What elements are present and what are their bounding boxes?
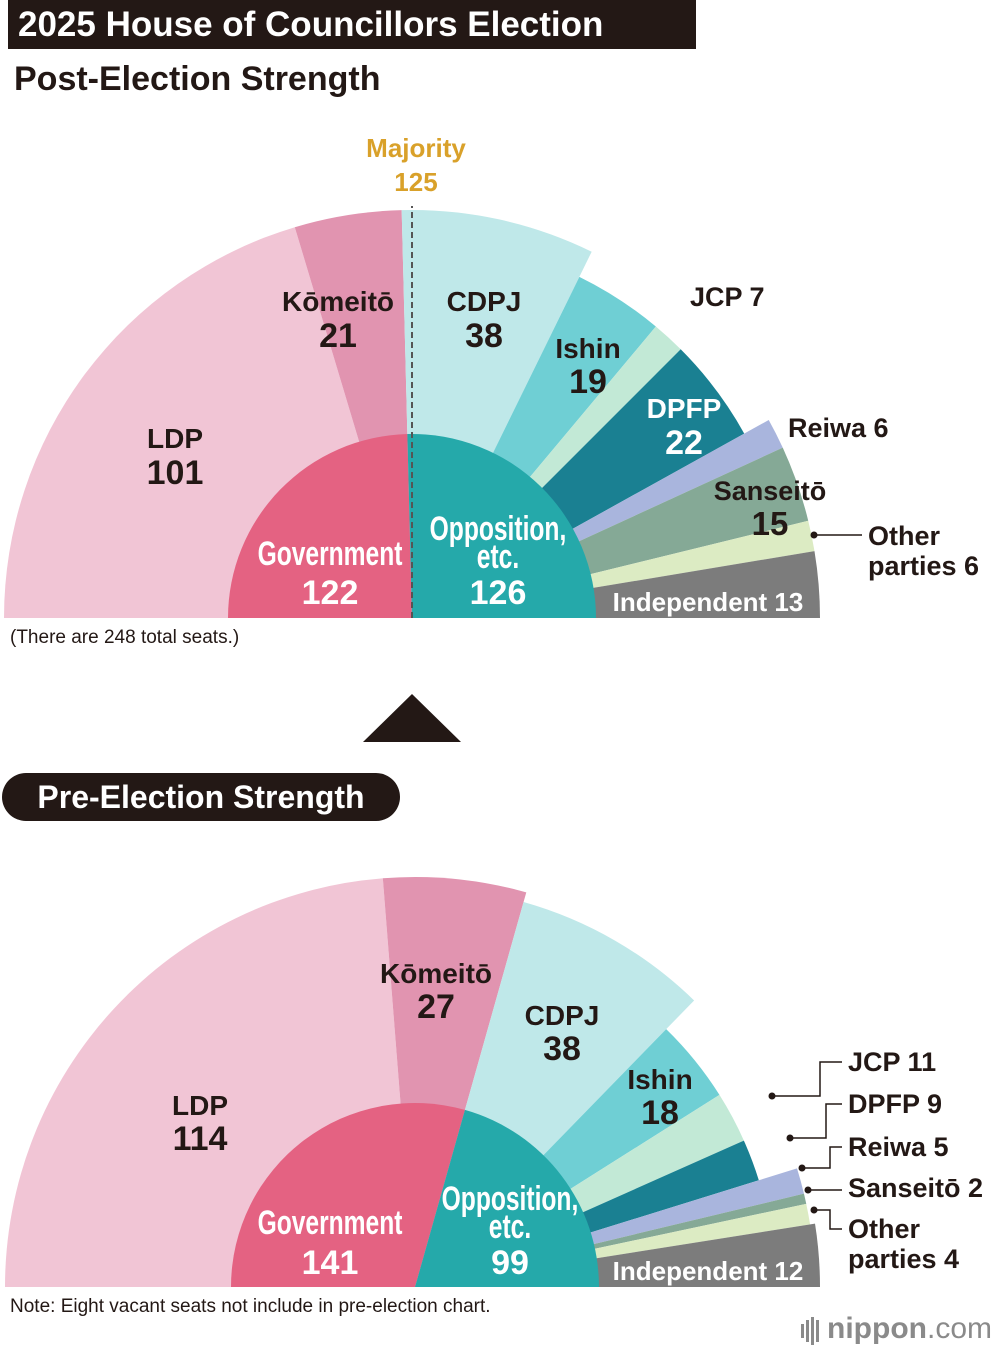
- majority-value: 125: [394, 167, 437, 197]
- nippon-logo: nippon.com: [801, 1312, 992, 1347]
- post-bloc-value-opposition: 126: [470, 574, 527, 612]
- pre-leader-dot-other: [810, 1206, 818, 1214]
- post-label-dpfp: DPFP: [647, 393, 722, 424]
- pre-label-reiwa: Reiwa 5: [848, 1132, 949, 1162]
- pre-leader-other: [814, 1209, 842, 1230]
- post-leader-dot-other: [810, 531, 818, 539]
- main-title: 2025 House of Councillors Election: [8, 0, 696, 49]
- pre-leader-reiwa: [802, 1146, 842, 1169]
- pre-label-cdpj: CDPJ: [525, 1000, 600, 1031]
- pre-bloc-government: [231, 1103, 465, 1287]
- majority-label: Majority: [366, 133, 466, 163]
- pre-label-ldp: LDP: [172, 1090, 228, 1121]
- pre-label-other: Other: [848, 1214, 921, 1244]
- pre-leader-dpfp: [790, 1103, 842, 1139]
- post-election-subtitle: Post-Election Strength: [14, 60, 381, 98]
- pre-leader-dot-jcp: [768, 1092, 776, 1100]
- post-label-sanseito: Sanseitō: [714, 476, 827, 506]
- post-value-sanseito: 15: [752, 505, 789, 542]
- pre-bloc-label2-opposition: etc.: [489, 1208, 531, 1246]
- pre-bloc-opposition: [415, 1109, 599, 1287]
- pre-value-komeito: 27: [417, 988, 455, 1026]
- pre-leader-dot-dpfp: [786, 1134, 794, 1142]
- post-value-dpfp: 22: [665, 424, 703, 462]
- brand-suffix: .com: [926, 1312, 992, 1345]
- post-value-cdpj: 38: [465, 317, 503, 355]
- pre-leader-dot-reiwa: [798, 1164, 806, 1172]
- pre-value-ldp: 114: [173, 1120, 228, 1158]
- post-label-ldp: LDP: [147, 423, 203, 454]
- pre-label-jcp: JCP 11: [848, 1047, 936, 1077]
- post-label2-other: parties 6: [868, 551, 979, 581]
- post-value-ldp: 101: [147, 454, 204, 492]
- post-label-ishin: Ishin: [555, 333, 620, 364]
- post-label-reiwa: Reiwa 6: [788, 413, 889, 443]
- post-bloc-government: [228, 434, 412, 618]
- post-bloc-label-government: Government: [258, 535, 403, 573]
- pre-label-komeito: Kōmeitō: [380, 958, 492, 989]
- post-label-independent: Independent 13: [613, 587, 804, 617]
- pre-value-ishin: 18: [641, 1094, 679, 1132]
- pre-label-independent: Independent 12: [613, 1256, 804, 1286]
- sound-bars-icon: [801, 1313, 821, 1347]
- pre-bloc-label-opposition: Opposition,: [442, 1180, 579, 1218]
- post-label-komeito: Kōmeitō: [282, 286, 394, 317]
- up-arrow-icon: [363, 694, 461, 742]
- pre-label-ishin: Ishin: [627, 1064, 692, 1095]
- pre-label-sanseito: Sanseitō 2: [848, 1173, 983, 1203]
- pre-label2-other: parties 4: [848, 1244, 959, 1274]
- pre-label-dpfp: DPFP 9: [848, 1089, 942, 1119]
- post-bloc-opposition: [407, 434, 596, 618]
- post-value-ishin: 19: [569, 363, 607, 401]
- post-bloc-label-opposition: Opposition,: [430, 510, 567, 548]
- pre-election-title: Pre-Election Strength: [2, 773, 400, 821]
- pre-leader-dot-sanseito: [804, 1186, 812, 1194]
- post-value-komeito: 21: [319, 317, 357, 355]
- vacant-seats-note: Note: Eight vacant seats not include in …: [10, 1296, 491, 1317]
- post-label-other: Other: [868, 521, 941, 551]
- pre-value-cdpj: 38: [543, 1030, 581, 1068]
- brand-name: nippon: [827, 1312, 927, 1345]
- post-bloc-label2-opposition: etc.: [477, 538, 519, 576]
- pre-bloc-label-government: Government: [258, 1204, 403, 1242]
- pre-bloc-value-opposition: 99: [491, 1244, 529, 1282]
- pre-leader-jcp: [772, 1061, 842, 1097]
- post-bloc-value-government: 122: [302, 574, 359, 612]
- pre-bloc-value-government: 141: [302, 1244, 359, 1282]
- post-label-jcp: JCP 7: [690, 282, 765, 312]
- total-seats-note: (There are 248 total seats.): [10, 627, 240, 648]
- post-label-cdpj: CDPJ: [447, 286, 522, 317]
